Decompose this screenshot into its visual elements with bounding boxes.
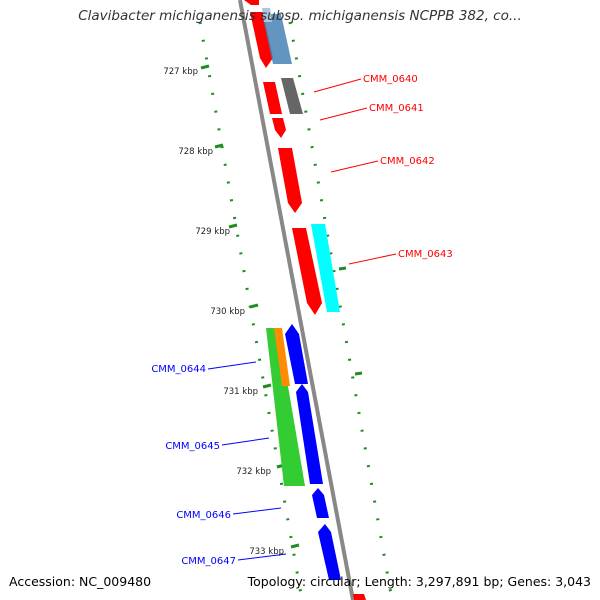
tick-label: 733 kbp <box>249 547 284 557</box>
feature-orange <box>274 328 290 386</box>
gene-block-red-bottom <box>353 594 366 600</box>
tick-mark-733 <box>290 543 300 549</box>
tick-mark-inner-1 <box>338 266 347 271</box>
gene-block-blue-0646 <box>312 488 329 518</box>
tick-labels: 727 kbp 728 kbp 729 kbp 730 kbp 731 kbp … <box>163 67 284 557</box>
tick-label: 731 kbp <box>223 387 258 397</box>
feature-gray <box>281 78 303 114</box>
gene-block-red-0639 <box>250 12 273 68</box>
reverse-genes <box>285 324 341 580</box>
gene-label-cmm-0644[interactable]: CMM_0644 <box>151 364 206 375</box>
gene-label-cmm-0642[interactable]: CMM_0642 <box>380 156 435 167</box>
leader-cmm-0643 <box>348 253 397 265</box>
tick-mark-inner-2 <box>354 371 363 376</box>
leader-cmm-0640 <box>313 78 362 93</box>
feature-steelblue <box>262 14 292 64</box>
tick-label: 732 kbp <box>236 467 271 477</box>
tick-label: 727 kbp <box>163 67 198 77</box>
gene-block-red-top <box>244 0 259 5</box>
leader-cmm-0645 <box>221 437 270 446</box>
gene-label-cmm-0643[interactable]: CMM_0643 <box>398 249 453 260</box>
leader-cmm-0642 <box>330 160 379 173</box>
tick-mark-728 <box>214 143 224 149</box>
genome-backbone <box>238 0 355 600</box>
feature-green <box>266 328 293 486</box>
gene-label-cmm-0645[interactable]: CMM_0645 <box>165 441 220 452</box>
tick-mark-727 <box>200 64 210 70</box>
gene-label-cmm-0641[interactable]: CMM_0641 <box>369 103 424 114</box>
tick-label: 730 kbp <box>210 307 245 317</box>
map-title: Clavibacter michiganensis subsp. michiga… <box>78 8 522 24</box>
feature-green-lower <box>276 386 305 486</box>
tick-mark-731 <box>262 383 272 389</box>
leader-cmm-0646 <box>232 507 282 515</box>
gene-labels: CMM_0640 CMM_0641 CMM_0642 CMM_0643 CMM_… <box>151 74 452 567</box>
gene-block-red-0641 <box>272 118 286 138</box>
tick-label: 728 kbp <box>178 147 213 157</box>
gene-label-cmm-0647[interactable]: CMM_0647 <box>181 556 236 567</box>
gene-block-blue-0647 <box>318 524 341 580</box>
leader-cmm-0647 <box>237 553 287 561</box>
leader-cmm-0641 <box>319 107 368 121</box>
tick-mark-730 <box>249 303 259 309</box>
gene-block-red-0643 <box>292 228 322 315</box>
gene-block-blue-0644 <box>285 324 308 384</box>
gene-label-cmm-0646[interactable]: CMM_0646 <box>176 510 231 521</box>
gene-label-cmm-0640[interactable]: CMM_0640 <box>363 74 418 85</box>
major-ticks <box>200 64 363 549</box>
accession-text: Accession: NC_009480 <box>9 574 152 589</box>
tick-label: 729 kbp <box>195 227 230 237</box>
label-leaders <box>207 78 397 561</box>
feature-lightblue <box>262 8 272 22</box>
gene-block-blue-0645 <box>296 384 323 484</box>
tick-mark-729 <box>228 223 238 229</box>
genome-summary-text: Topology: circular; Length: 3,297,891 bp… <box>247 574 591 589</box>
leader-cmm-0644 <box>207 361 257 370</box>
gene-block-red-0640 <box>263 82 282 114</box>
feature-cyan <box>311 224 340 312</box>
gene-block-red-0642 <box>278 148 302 213</box>
forward-genes <box>244 0 366 600</box>
